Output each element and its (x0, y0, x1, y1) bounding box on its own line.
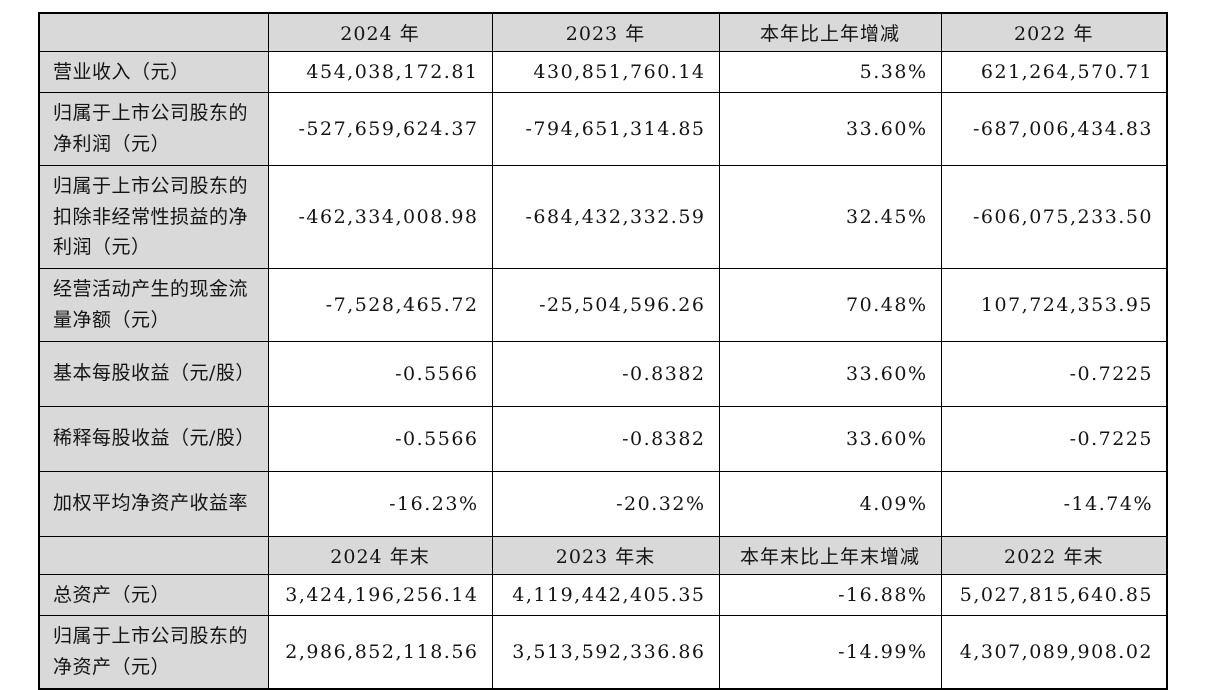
value-cell: 33.60% (718, 92, 942, 166)
table-row-net-profit-excl-nonrecurring: 归属于上市公司股东的扣除非经常性损益的净利润（元） -462,334,008.9… (38, 164, 1168, 270)
value-cell: -0.7225 (940, 340, 1168, 407)
value-cell: -0.7225 (940, 405, 1168, 472)
value-cell: -25,504,596.26 (491, 268, 720, 342)
value-cell: -462,334,008.98 (267, 164, 493, 270)
value-cell: -7,528,465.72 (267, 268, 493, 342)
table-row-weighted-avg-roe: 加权平均净资产收益率 -16.23% -20.32% 4.09% -14.74% (38, 470, 1168, 537)
table-row-net-profit: 归属于上市公司股东的净利润（元） -527,659,624.37 -794,65… (38, 92, 1168, 166)
value-cell: -16.88% (718, 573, 942, 617)
row-label: 基本每股收益（元/股） (38, 340, 269, 407)
value-cell: -14.74% (940, 470, 1168, 537)
value-cell: -606,075,233.50 (940, 164, 1168, 270)
row-label: 稀释每股收益（元/股） (38, 405, 269, 472)
value-cell: -0.8382 (491, 340, 720, 407)
column-header-2024: 2024 年 (267, 12, 493, 52)
value-cell: 32.45% (718, 164, 942, 270)
column-header-2023-end: 2023 年末 (491, 535, 720, 575)
value-cell: -684,432,332.59 (491, 164, 720, 270)
annual-header-row: 2024 年 2023 年 本年比上年增减 2022 年 (38, 12, 1168, 52)
value-cell: 621,264,570.71 (940, 50, 1168, 94)
table-row-net-assets: 归属于上市公司股东的净资产（元） 2,986,852,118.56 3,513,… (38, 615, 1168, 690)
table-row-revenue: 营业收入（元） 454,038,172.81 430,851,760.14 5.… (38, 50, 1168, 94)
table-row-total-assets: 总资产（元） 3,424,196,256.14 4,119,442,405.35… (38, 573, 1168, 617)
value-cell: 430,851,760.14 (491, 50, 720, 94)
value-cell: -0.5566 (267, 405, 493, 472)
corner-header-cell (38, 535, 269, 575)
value-cell: 5,027,815,640.85 (940, 573, 1168, 617)
table-row-operating-cash-flow: 经营活动产生的现金流量净额（元） -7,528,465.72 -25,504,5… (38, 268, 1168, 342)
row-label: 营业收入（元） (38, 50, 269, 94)
row-label: 总资产（元） (38, 573, 269, 617)
row-label: 归属于上市公司股东的净资产（元） (38, 615, 269, 690)
value-cell: 3,424,196,256.14 (267, 573, 493, 617)
value-cell: -20.32% (491, 470, 720, 537)
year-end-header-row: 2024 年末 2023 年末 本年末比上年末增减 2022 年末 (38, 535, 1168, 575)
row-label: 经营活动产生的现金流量净额（元） (38, 268, 269, 342)
value-cell: -687,006,434.83 (940, 92, 1168, 166)
table-row-basic-eps: 基本每股收益（元/股） -0.5566 -0.8382 33.60% -0.72… (38, 340, 1168, 407)
value-cell: 4,119,442,405.35 (491, 573, 720, 617)
value-cell: 33.60% (718, 340, 942, 407)
column-header-2024-end: 2024 年末 (267, 535, 493, 575)
value-cell: -527,659,624.37 (267, 92, 493, 166)
corner-header-cell (38, 12, 269, 52)
value-cell: -0.8382 (491, 405, 720, 472)
value-cell: 33.60% (718, 405, 942, 472)
financial-summary-section: 2024 年 2023 年 本年比上年增减 2022 年 营业收入（元） 454… (38, 12, 1168, 690)
value-cell: 3,513,592,336.86 (491, 615, 720, 690)
value-cell: 107,724,353.95 (940, 268, 1168, 342)
row-label: 加权平均净资产收益率 (38, 470, 269, 537)
value-cell: -794,651,314.85 (491, 92, 720, 166)
value-cell: 454,038,172.81 (267, 50, 493, 94)
value-cell: -14.99% (718, 615, 942, 690)
column-header-2023: 2023 年 (491, 12, 720, 52)
row-label: 归属于上市公司股东的扣除非经常性损益的净利润（元） (38, 164, 269, 270)
value-cell: 70.48% (718, 268, 942, 342)
value-cell: 5.38% (718, 50, 942, 94)
column-header-year-end-change: 本年末比上年末增减 (718, 535, 942, 575)
table-row-diluted-eps: 稀释每股收益（元/股） -0.5566 -0.8382 33.60% -0.72… (38, 405, 1168, 472)
value-cell: 4,307,089,908.02 (940, 615, 1168, 690)
value-cell: -0.5566 (267, 340, 493, 407)
row-label: 归属于上市公司股东的净利润（元） (38, 92, 269, 166)
column-header-2022: 2022 年 (940, 12, 1168, 52)
value-cell: -16.23% (267, 470, 493, 537)
value-cell: 2,986,852,118.56 (267, 615, 493, 690)
financial-summary-table: 2024 年 2023 年 本年比上年增减 2022 年 营业收入（元） 454… (38, 12, 1168, 690)
column-header-yoy-change: 本年比上年增减 (718, 12, 942, 52)
column-header-2022-end: 2022 年末 (940, 535, 1168, 575)
value-cell: 4.09% (718, 470, 942, 537)
